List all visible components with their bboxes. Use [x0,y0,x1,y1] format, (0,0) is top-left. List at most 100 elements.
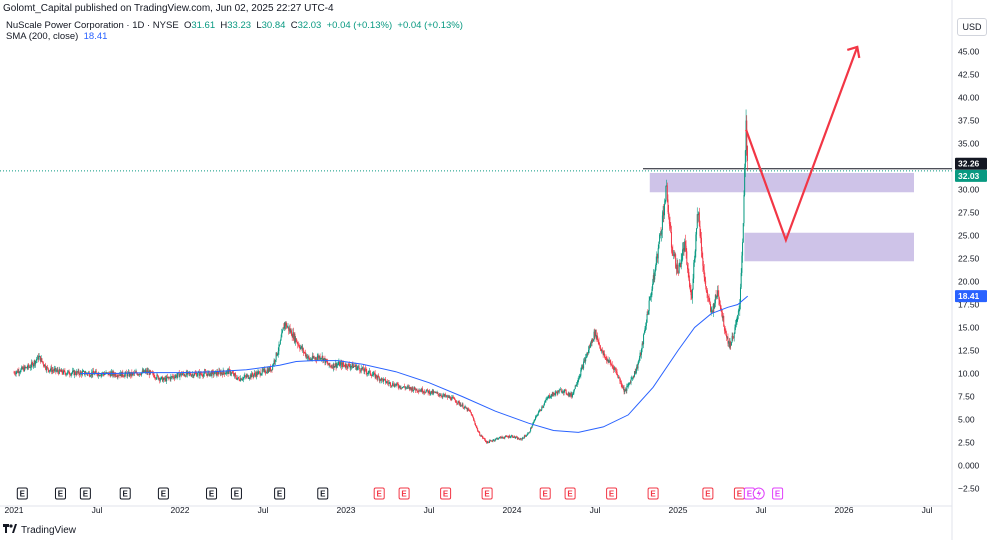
candle-body [380,377,382,381]
candle-body [673,254,675,256]
candle-body [488,442,490,443]
candle-body [249,377,251,379]
candle-body [663,212,665,216]
candle-body [224,373,226,375]
candle-body [409,387,411,389]
candle-body [172,376,174,378]
candle-body [359,368,361,371]
candle-body [523,437,525,439]
candle-body [184,375,186,377]
candle-body [449,396,451,400]
sma-200-line [80,295,749,433]
candle-body [672,251,674,256]
candle-body [228,369,230,374]
candle-body [284,322,286,326]
candle-body [166,376,168,378]
candle-body [139,373,141,375]
candle-body [656,253,658,263]
candle-body [722,315,724,319]
candle-body [254,373,256,375]
candle-body [623,387,625,392]
candle-body [574,389,576,390]
candle-body [361,368,363,370]
candle-body [573,389,575,394]
candle-body [244,375,246,377]
candle-body [468,408,470,410]
candle-body [78,370,80,374]
candle-body [703,265,705,271]
candle-body [483,438,485,439]
price-axis-tag-label: 32.03 [958,171,980,181]
candle-body [248,378,250,380]
candle-body [635,371,637,374]
candle-body [583,359,585,362]
candle-body [270,367,272,372]
candle-body [58,371,60,374]
y-tick-label: 17.50 [958,300,980,310]
symbol-title[interactable]: NuScale Power Corporation · 1D · NYSE [6,20,179,31]
sma-label[interactable]: SMA (200, close) [6,31,79,42]
candle-body [240,378,242,381]
candle-body [295,338,297,342]
candle-body [246,375,248,377]
candle-body [218,370,220,375]
candle-body [419,390,421,392]
candle-body [620,381,622,383]
candle-body [724,330,726,332]
candle-body [136,373,138,376]
candle-body [79,373,81,375]
candle-body [99,375,101,377]
candle-body [654,271,656,280]
candle-body [400,387,402,389]
earnings-marker-icon [54,487,66,500]
candle-body [14,373,16,375]
candle-body [263,368,265,370]
candle-body [645,325,647,329]
candle-body [312,355,314,359]
candle-body [39,356,41,358]
candle-body [353,365,355,368]
candle-body [625,389,627,391]
candle-body [530,427,532,432]
earnings-marker-letter: E [20,490,26,499]
candle-body [700,237,702,251]
candle-body [323,358,325,359]
candle-body [66,373,68,375]
candle-body [331,366,333,368]
candle-body [733,333,735,339]
candle-body [206,373,208,376]
candle-body [31,362,33,364]
candle-body [634,371,636,374]
candle-body [525,436,527,437]
candle-body [663,203,665,216]
candle-body [258,371,260,373]
candle-body [376,377,378,379]
candle-body [260,374,262,376]
earnings-marker-icon [564,487,576,500]
candle-body [245,376,247,378]
candle-body [670,231,672,248]
candle-body [326,361,328,363]
candle-body [224,372,226,375]
candle-body [712,310,714,313]
candle-body [307,357,309,359]
candle-body [60,370,62,372]
candle-body [489,440,491,442]
candle-body [100,374,102,376]
candle-body [228,369,230,371]
candle-body [505,435,507,438]
candle-body [310,359,312,361]
candle-body [29,366,31,368]
candle-body [436,392,438,394]
candle-body [731,335,733,343]
candle-body [388,382,390,384]
candle-body [497,438,499,440]
candle-body [574,385,576,390]
candle-body [500,436,502,439]
candle-body [468,409,470,411]
currency-button[interactable]: USD [957,18,987,36]
candle-body [294,334,296,342]
candle-body [76,371,78,373]
candle-body [364,368,366,370]
